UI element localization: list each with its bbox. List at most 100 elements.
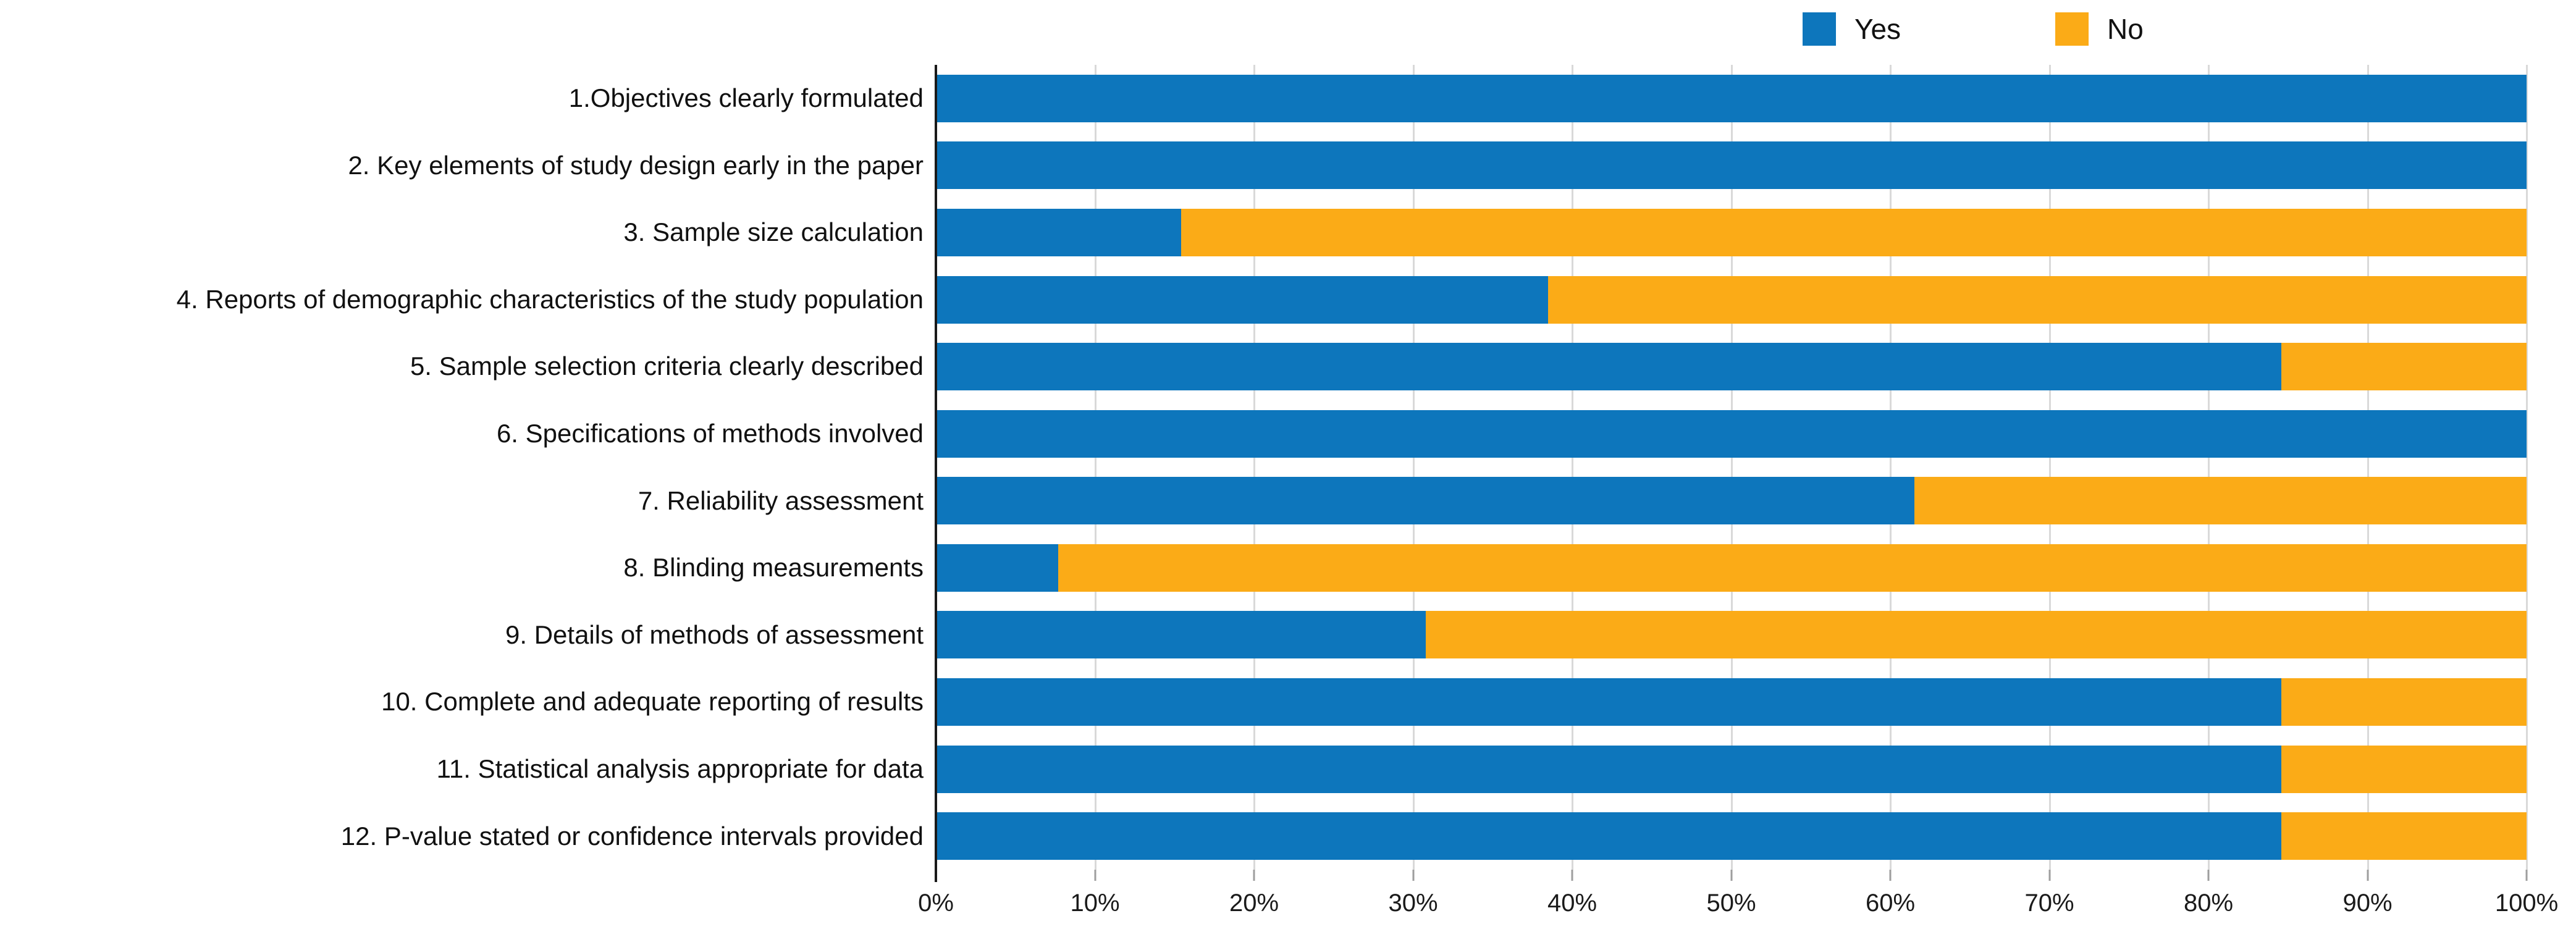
chart-row: 10. Complete and adequate reporting of r…	[0, 668, 2527, 736]
bar-segment-no	[1181, 208, 2527, 256]
chart-row: 3. Sample size calculation	[0, 199, 2527, 266]
bar-rows: 1.Objectives clearly formulated 2. Key el…	[0, 65, 2527, 870]
legend-label-no: No	[2107, 13, 2144, 45]
bar-track	[936, 410, 2527, 458]
chart-row: 6. Specifications of methods involved	[0, 400, 2527, 468]
bar-segment-no	[1914, 477, 2527, 525]
legend-item-no: No	[2055, 12, 2144, 46]
bar-segment-yes	[936, 275, 1549, 324]
bar-segment-no	[1058, 544, 2527, 592]
category-label: 8. Blinding measurements	[623, 553, 924, 582]
x-axis-tick-label: 70%	[2024, 889, 2074, 917]
bar-segment-yes	[936, 812, 2282, 860]
bar-segment-no	[1426, 611, 2527, 659]
chart-row: 5. Sample selection criteria clearly des…	[0, 333, 2527, 400]
bar-track	[936, 74, 2527, 122]
x-axis-tick	[2367, 870, 2368, 881]
bar-segment-no	[2281, 812, 2527, 860]
gridline-100	[2526, 65, 2528, 870]
bar-segment-no	[2281, 745, 2527, 793]
x-axis-tick	[2048, 870, 2050, 881]
bar-segment-yes	[936, 343, 2282, 391]
bar-segment-no	[1548, 275, 2527, 324]
gridline-60	[1890, 65, 1892, 870]
x-axis-tick-label: 50%	[1706, 889, 1756, 917]
x-axis-tick	[2207, 870, 2210, 881]
gridline-90	[2367, 65, 2369, 870]
bar-segment-no	[2281, 678, 2527, 726]
x-axis-tick-label: 40%	[1547, 889, 1597, 917]
category-label: 2. Key elements of study design early in…	[348, 150, 924, 180]
chart-row: 2. Key elements of study design early in…	[0, 132, 2527, 200]
x-axis-tick-label: 100%	[2494, 889, 2559, 917]
x-axis-tick	[1412, 870, 1414, 881]
bar-segment-yes	[936, 410, 2527, 458]
gridline-30	[1412, 65, 1415, 870]
bar-track	[936, 812, 2527, 860]
gridline-70	[2048, 65, 2051, 870]
legend-swatch-no-icon	[2055, 12, 2089, 46]
bar-segment-yes	[936, 477, 1914, 525]
category-label: 12. P-value stated or confidence interva…	[340, 821, 924, 851]
x-axis-tick-label: 0%	[918, 889, 954, 917]
chart-row: 7. Reliability assessment	[0, 467, 2527, 534]
plot-area: 1.Objectives clearly formulated 2. Key el…	[0, 65, 2528, 870]
bar-segment-yes	[936, 74, 2527, 122]
x-axis-tick-label: 10%	[1070, 889, 1120, 917]
gridline-20	[1253, 65, 1255, 870]
chart-row: 12. P-value stated or confidence interva…	[0, 802, 2527, 870]
x-axis-tick	[2525, 870, 2528, 881]
bar-segment-yes	[936, 745, 2282, 793]
chart-row: 9. Details of methods of assessment	[0, 602, 2527, 669]
x-axis-tick-label: 20%	[1229, 889, 1279, 917]
bar-segment-yes	[936, 678, 2282, 726]
chart-legend: Yes No	[1803, 12, 2144, 46]
y-axis-line	[935, 65, 937, 882]
category-label: 1.Objectives clearly formulated	[568, 83, 924, 113]
bar-track	[936, 745, 2527, 793]
category-label: 3. Sample size calculation	[623, 217, 924, 247]
chart-row: 11. Statistical analysis appropriate for…	[0, 736, 2527, 803]
bar-segment-yes	[936, 611, 1426, 659]
x-axis-tick-label: 90%	[2342, 889, 2393, 917]
gridline-40	[1572, 65, 1573, 870]
legend-swatch-yes-icon	[1803, 12, 1836, 46]
chart-row: 1.Objectives clearly formulated	[0, 65, 2527, 132]
category-label: 5. Sample selection criteria clearly des…	[410, 351, 924, 381]
x-axis-tick	[1571, 870, 1573, 881]
x-axis-tick-label: 80%	[2183, 889, 2234, 917]
x-axis-tick-label: 60%	[1865, 889, 1916, 917]
bar-track	[936, 208, 2527, 256]
bar-track	[936, 544, 2527, 592]
bar-segment-yes	[936, 141, 2527, 190]
x-axis-tick-label: 30%	[1388, 889, 1438, 917]
legend-label-yes: Yes	[1854, 13, 1901, 45]
chart-row: 4. Reports of demographic characteristic…	[0, 266, 2527, 334]
bar-segment-yes	[936, 208, 1181, 256]
x-axis-tick	[1094, 870, 1096, 881]
gridline-layer	[936, 65, 2528, 870]
bar-track	[936, 611, 2527, 659]
gridline-50	[1730, 65, 1733, 870]
x-axis-tick	[1253, 870, 1255, 881]
bar-track	[936, 343, 2527, 391]
category-label: 10. Complete and adequate reporting of r…	[381, 687, 924, 717]
bar-track	[936, 141, 2527, 190]
category-label: 4. Reports of demographic characteristic…	[176, 284, 924, 314]
x-axis: 0% 10% 20% 30% 40% 50% 60% 70% 80% 90% 100%	[918, 870, 2558, 950]
legend-item-yes: Yes	[1803, 12, 1901, 46]
gridline-80	[2208, 65, 2210, 870]
bar-track	[936, 477, 2527, 525]
bar-track	[936, 275, 2527, 324]
x-axis-tick	[1889, 870, 1892, 881]
x-axis-tick	[1730, 870, 1732, 881]
gridline-10	[1094, 65, 1096, 870]
category-label: 7. Reliability assessment	[638, 486, 924, 515]
bar-segment-yes	[936, 544, 1059, 592]
bar-track	[936, 678, 2527, 726]
bar-segment-no	[2281, 343, 2527, 391]
chart-row: 8. Blinding measurements	[0, 534, 2527, 602]
category-label: 11. Statistical analysis appropriate for…	[436, 754, 924, 783]
category-label: 6. Specifications of methods involved	[496, 419, 924, 448]
